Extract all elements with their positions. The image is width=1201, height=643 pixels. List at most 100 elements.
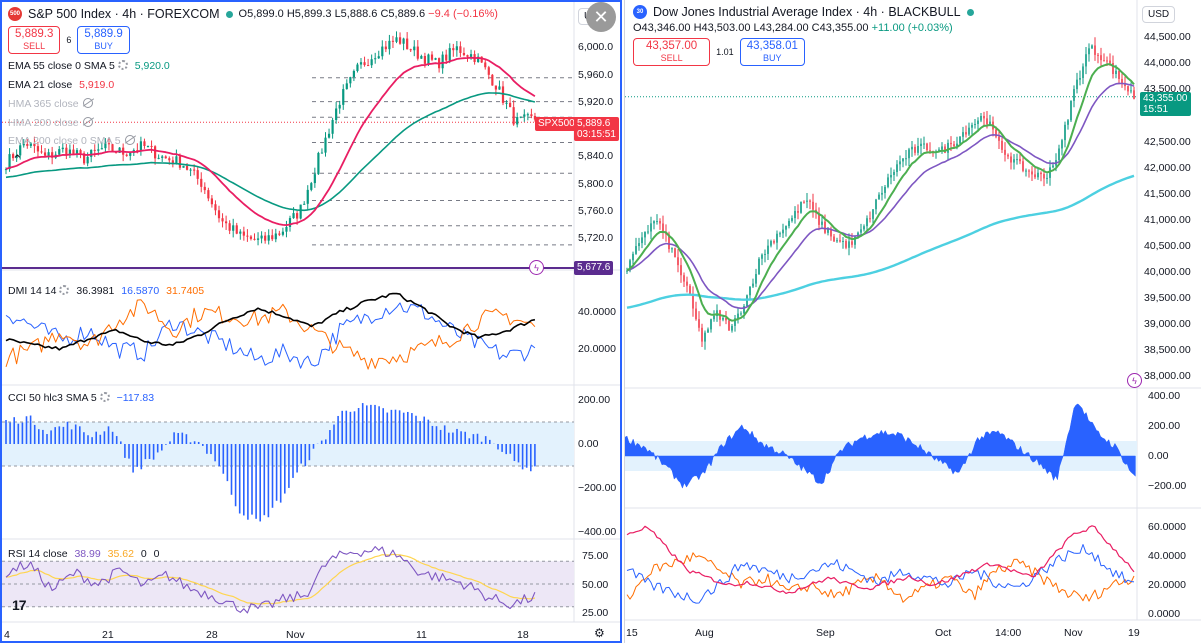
hidden-eye-icon[interactable] [124, 135, 135, 145]
spx-chart-canvas[interactable] [2, 2, 620, 641]
legend-hma365[interactable]: HMA 365 close [8, 98, 93, 110]
candle-body [370, 59, 373, 66]
candle-body [324, 137, 327, 153]
dji-price-tick: 41,000.00 [1144, 214, 1191, 226]
spx-price-tick: 5,800.0 [578, 178, 614, 190]
candle-body [359, 62, 363, 65]
legend-ema21[interactable]: EMA 21 close 5,919.0 [8, 79, 115, 91]
candle-body [710, 319, 712, 330]
dmi-tick: 40.0000 [578, 306, 616, 318]
candle-body [956, 143, 958, 147]
legend-ema55[interactable]: EMA 55 close 0 SMA 5 5,920.0 [8, 60, 170, 72]
candle-body [374, 58, 377, 60]
indicator-settings-icon[interactable] [99, 392, 110, 402]
candle-body [974, 123, 976, 125]
candle-body [313, 174, 316, 184]
rsi-legend[interactable]: RSI 14 close 38.99 35.62 0 0 [8, 548, 160, 560]
candle-body [139, 141, 142, 151]
candle-body [695, 308, 697, 320]
candle-body [271, 235, 274, 240]
candle-body [75, 150, 79, 154]
candle-body [809, 200, 811, 202]
legend-ema200[interactable]: EMA 200 close 0 SMA 5 [8, 135, 135, 147]
candle-body [794, 211, 796, 219]
spx-price-tick: 5,920.0 [578, 96, 614, 108]
spx-price-tick: 5,760.0 [578, 205, 614, 217]
spx-price-tick: 5,840.0 [578, 150, 614, 162]
dji-chart-canvas[interactable] [625, 0, 1201, 643]
spx-sell-button[interactable]: 5,889.3 SELL [8, 26, 61, 54]
candle-body [1097, 54, 1099, 56]
candle-body [1133, 90, 1135, 99]
candle-body [356, 64, 359, 71]
spx-chart-panel[interactable]: 500 S&P 500 Index · 4h · FOREXCOM O5,899… [0, 0, 622, 643]
candle-body [824, 221, 826, 233]
candle-body [107, 143, 111, 145]
candle-body [274, 233, 277, 240]
indicator-settings-icon[interactable] [59, 285, 70, 295]
cci-tick: −200.00 [578, 482, 617, 494]
candle-body [58, 149, 61, 155]
alert-bolt-icon[interactable]: ϟ [1127, 373, 1142, 388]
hidden-eye-icon[interactable] [82, 98, 93, 108]
cci-legend[interactable]: CCI 50 hlc3 SMA 5 −117.83 [8, 392, 155, 404]
spx-line-level-tag: 5,677.6 [574, 261, 614, 275]
candle-body [683, 275, 685, 282]
spx-low: L5,888.6 [334, 8, 378, 20]
candle-body [40, 151, 43, 153]
chart-settings-gear-icon[interactable]: ⚙ [594, 626, 605, 640]
candle-body [899, 161, 901, 165]
indicator-settings-icon[interactable] [117, 60, 128, 70]
candle-body [1016, 159, 1018, 161]
dji-cci-tick: 0.00 [1148, 450, 1169, 462]
dji-time-tick: Oct [935, 627, 952, 639]
candle-body [1028, 170, 1030, 172]
candle-body [303, 203, 306, 205]
candle-body [33, 143, 36, 147]
candle-body [296, 213, 299, 219]
candle-body [875, 199, 877, 210]
spx-time-tick: 21 [102, 629, 114, 641]
close-icon[interactable]: ✕ [586, 2, 616, 32]
candle-body [854, 236, 856, 245]
spx-open: O5,899.0 [238, 8, 284, 20]
candle-body [1058, 148, 1060, 161]
candle-body [950, 142, 952, 145]
dji-buy-button[interactable]: 43,358.01 BUY [739, 38, 805, 66]
candle-body [264, 235, 267, 241]
candle-body [512, 107, 515, 125]
alert-bolt-icon[interactable]: ϟ [529, 260, 544, 275]
candle-body [704, 332, 706, 342]
rsi-tick: 25.00 [582, 607, 609, 619]
dji-currency-button[interactable]: USD [1142, 6, 1176, 23]
spx-symbol-title[interactable]: S&P 500 Index · 4h · FOREXCOM [28, 7, 220, 21]
candle-body [217, 210, 221, 219]
spx-spread: 6 [66, 35, 72, 45]
candle-body [764, 253, 766, 255]
candle-body [185, 165, 189, 170]
spx-buy-button[interactable]: 5,889.9 BUY [77, 26, 130, 54]
dmi-legend[interactable]: DMI 14 14 36.3981 16.5870 31.7405 [8, 285, 205, 297]
candle-body [983, 116, 985, 119]
spx-high: H5,899.3 [286, 8, 332, 20]
candle-body [998, 136, 1000, 141]
dji-chart-panel[interactable]: 30 Dow Jones Industrial Average Index · … [624, 0, 1201, 643]
legend-hma200[interactable]: HMA 200 close [8, 117, 93, 129]
candle-body [1013, 159, 1015, 163]
tradingview-logo[interactable]: 17 [12, 597, 27, 613]
candle-body [1064, 124, 1066, 141]
candle-body [803, 201, 805, 203]
collapse-legend-icon[interactable]: ⌃ [12, 152, 23, 167]
cci-tick: −400.00 [578, 526, 617, 538]
dji-symbol-title[interactable]: Dow Jones Industrial Average Index · 4h … [653, 5, 961, 19]
dji-trade-row: 43,357.00 SELL 1.01 43,358.01 BUY [633, 38, 805, 66]
dji-sell-button[interactable]: 43,357.00 SELL [633, 38, 711, 66]
adx-line [626, 525, 1135, 595]
candle-body [980, 116, 982, 121]
dji-cci-tick: −200.00 [1148, 480, 1187, 492]
candle-body [306, 189, 309, 204]
candle-body [90, 149, 93, 157]
candle-body [93, 149, 96, 151]
hidden-eye-icon[interactable] [82, 117, 93, 127]
candle-body [1091, 45, 1093, 49]
